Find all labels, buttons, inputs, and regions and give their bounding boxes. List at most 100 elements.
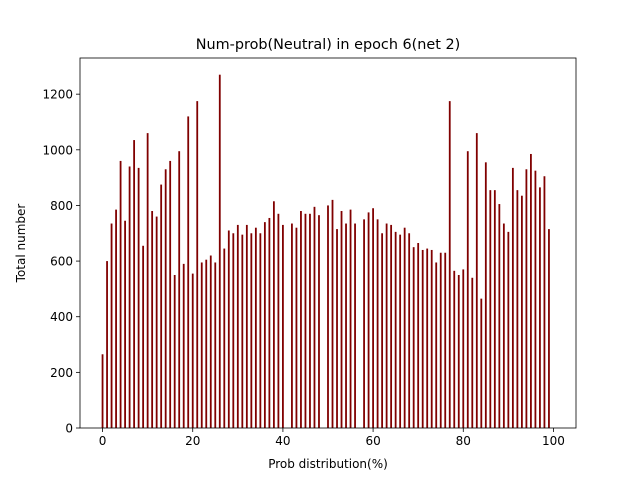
bar (137, 167, 140, 429)
bar (372, 208, 374, 428)
bar (300, 211, 302, 428)
bar (399, 234, 402, 428)
bar (182, 263, 185, 428)
bar (336, 229, 338, 428)
bar (236, 224, 239, 428)
bar (164, 169, 167, 428)
bar (417, 243, 420, 428)
bar (349, 209, 352, 428)
x-tick-label: 40 (275, 434, 290, 448)
bar (534, 170, 537, 428)
bar (169, 160, 172, 429)
y-axis-label: Total number (14, 204, 28, 284)
bar (345, 223, 347, 428)
bar (539, 187, 541, 428)
y-tick-label: 600 (50, 255, 73, 269)
bar (484, 162, 487, 428)
bar (304, 213, 307, 428)
bar (525, 169, 528, 428)
bar (227, 230, 230, 428)
bar (394, 231, 397, 428)
bar (218, 74, 221, 429)
bar (277, 213, 280, 428)
bar (507, 231, 510, 428)
bar (223, 248, 226, 428)
bar (430, 249, 433, 428)
bar (115, 209, 117, 428)
bars-group (101, 74, 550, 429)
chart-title: Num-prob(Neutral) in epoch 6(net 2) (196, 37, 461, 53)
bar (466, 151, 469, 428)
bar (408, 233, 411, 428)
bar (403, 227, 406, 428)
bar (385, 223, 388, 428)
bar (245, 224, 248, 428)
bar (160, 184, 163, 428)
bar (435, 262, 438, 428)
x-tick-label: 20 (185, 434, 200, 448)
bar (390, 224, 393, 428)
bar (124, 220, 126, 428)
bar (439, 252, 442, 428)
bar (453, 270, 456, 428)
bar (241, 234, 244, 428)
y-tick-label: 200 (50, 366, 73, 380)
bar (543, 176, 546, 428)
bar (462, 269, 465, 428)
bar (146, 133, 149, 428)
bar (209, 255, 212, 428)
bar (232, 233, 235, 428)
bar (142, 245, 145, 428)
bar (272, 201, 275, 428)
bar (295, 227, 298, 428)
bar (502, 223, 505, 428)
bar (457, 274, 460, 428)
bar (511, 167, 514, 429)
bar (291, 223, 293, 428)
bar (381, 233, 384, 428)
bar (331, 199, 334, 428)
bar (106, 261, 108, 428)
bar (421, 249, 424, 428)
bar (444, 252, 447, 428)
bar (205, 259, 208, 428)
x-tick-label: 80 (456, 434, 471, 448)
bar (173, 274, 176, 428)
bar (327, 205, 329, 428)
bar (250, 233, 253, 428)
bar (119, 160, 122, 429)
plot-frame (79, 57, 577, 429)
bar (493, 190, 496, 428)
bar (187, 116, 190, 428)
bar (133, 140, 136, 428)
x-tick-label: 60 (365, 434, 380, 448)
bar (268, 217, 271, 428)
bar (363, 219, 365, 428)
bar (475, 133, 478, 428)
bar (412, 247, 415, 428)
bar (340, 211, 343, 428)
bar (110, 223, 113, 428)
bar (214, 262, 217, 428)
bar (530, 153, 532, 428)
y-tick-label: 0 (65, 422, 73, 436)
bar (354, 223, 356, 428)
bar (309, 213, 311, 428)
bar (520, 195, 523, 428)
bar (313, 206, 316, 428)
bar (128, 166, 131, 428)
bar (200, 262, 203, 428)
bar (196, 101, 199, 428)
x-axis-ticks: 0 20 40 60 80 100 (99, 428, 565, 448)
y-tick-label: 800 (50, 199, 73, 213)
bar (480, 298, 483, 428)
bar (191, 273, 194, 428)
y-tick-label: 1200 (42, 88, 73, 102)
bar (101, 354, 104, 428)
y-tick-label: 400 (50, 310, 73, 324)
y-tick-label: 1000 (42, 143, 73, 157)
bar (263, 222, 266, 428)
bar (178, 151, 181, 428)
bar (155, 216, 158, 428)
